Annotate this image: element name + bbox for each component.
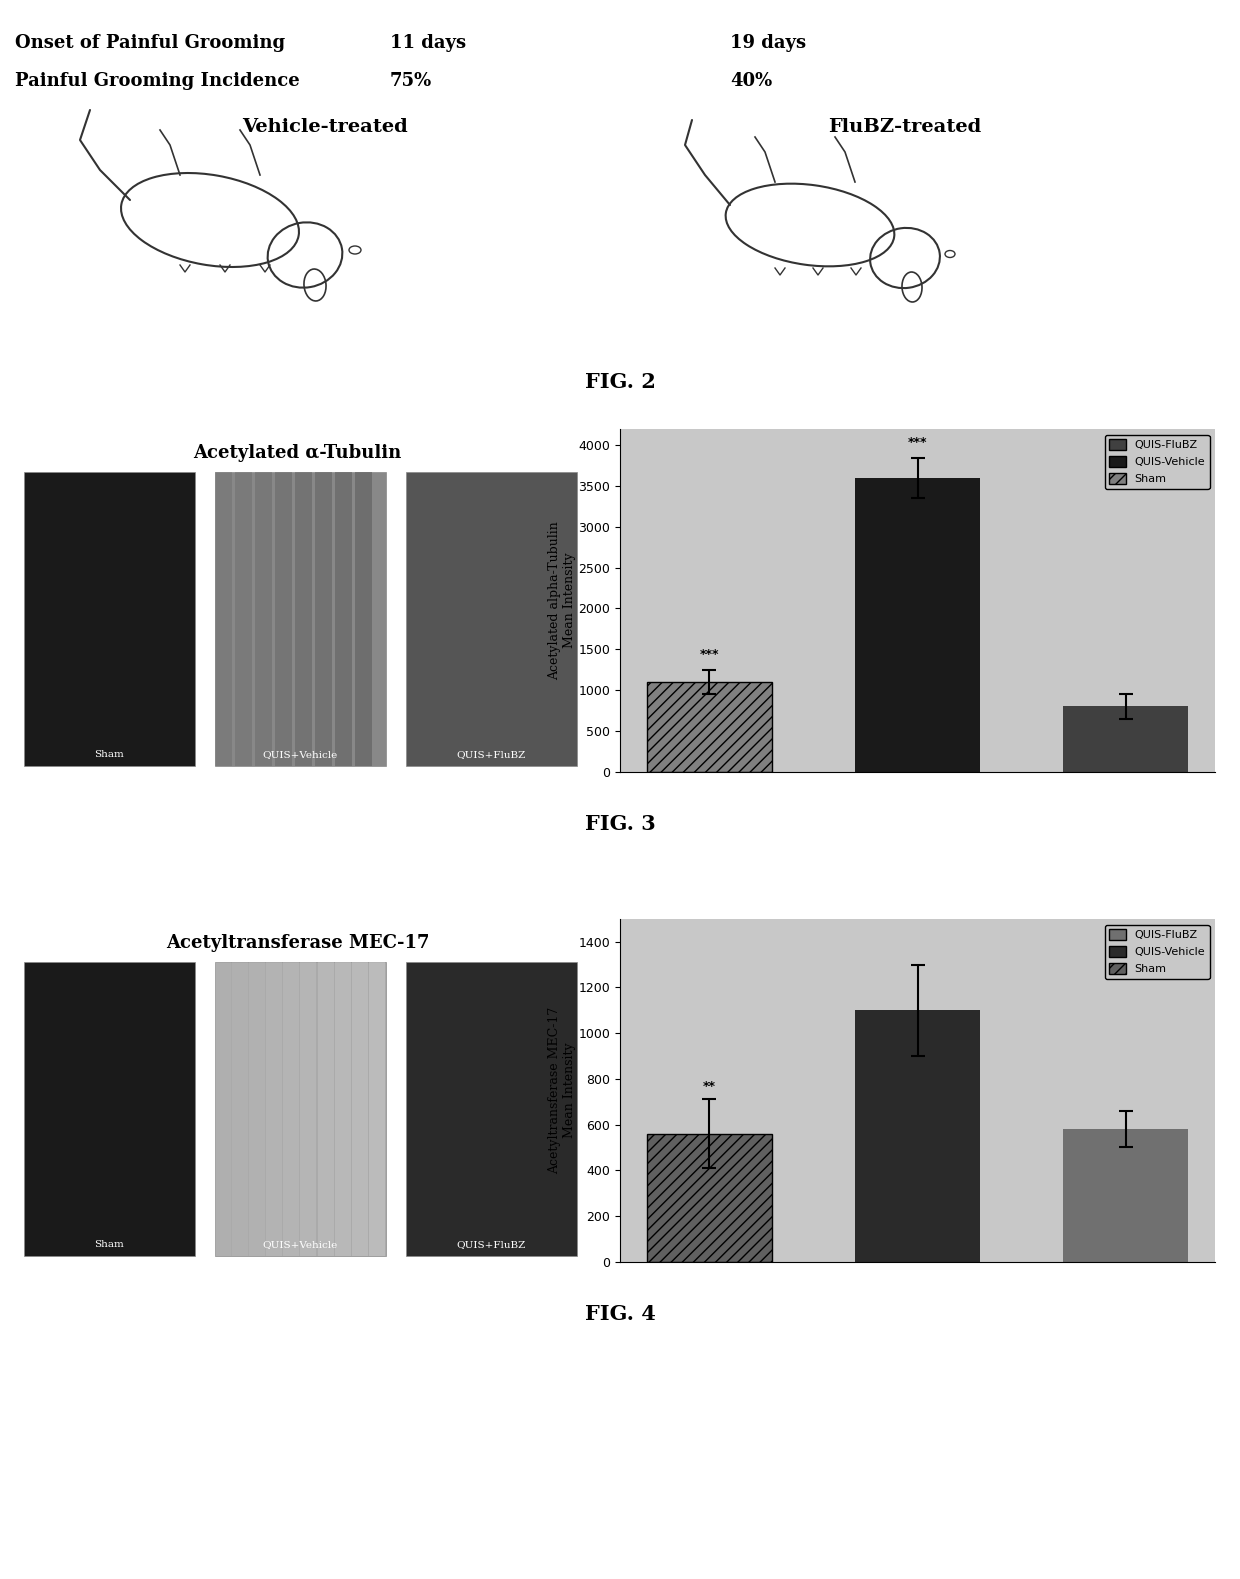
Bar (856, 478, 980, 772)
Bar (295, 472, 312, 766)
Bar (267, 962, 283, 1257)
Bar (284, 962, 299, 1257)
Bar (335, 472, 352, 766)
Bar (215, 962, 386, 1257)
Text: Sham: Sham (94, 750, 124, 759)
Bar (215, 962, 231, 1257)
Bar (317, 962, 334, 1257)
Text: FIG. 3: FIG. 3 (584, 815, 656, 834)
Bar (647, 682, 773, 772)
Y-axis label: Acetylated alpha-Tubulin
Mean Intensity: Acetylated alpha-Tubulin Mean Intensity (548, 521, 575, 679)
Text: QUIS+FluBZ: QUIS+FluBZ (456, 1240, 526, 1249)
Bar (352, 962, 368, 1257)
Text: Sham: Sham (94, 1240, 124, 1249)
Bar (405, 472, 577, 766)
Text: QUIS+FluBZ: QUIS+FluBZ (456, 750, 526, 759)
Text: FIG. 2: FIG. 2 (584, 373, 656, 393)
Text: QUIS+Vehicle: QUIS+Vehicle (263, 750, 339, 759)
Bar (275, 472, 291, 766)
Bar (370, 962, 384, 1257)
Text: 40%: 40% (730, 73, 773, 90)
Bar (300, 962, 316, 1257)
Y-axis label: Acetyltransferase MEC-17
Mean Intensity: Acetyltransferase MEC-17 Mean Intensity (548, 1007, 575, 1173)
Text: Vehicle-treated: Vehicle-treated (242, 118, 408, 136)
Bar (24, 962, 195, 1257)
Bar (255, 472, 272, 766)
Bar (234, 472, 252, 766)
Bar (24, 472, 195, 766)
Bar (405, 962, 577, 1257)
Bar (249, 962, 265, 1257)
Text: 19 days: 19 days (730, 35, 806, 52)
Text: 11 days: 11 days (391, 35, 466, 52)
Bar (215, 472, 232, 766)
Text: ***: *** (699, 649, 719, 662)
Text: Onset of Painful Grooming: Onset of Painful Grooming (15, 35, 285, 52)
Text: FluBZ-treated: FluBZ-treated (828, 118, 982, 136)
Bar (215, 472, 386, 766)
Text: Acetyltransferase MEC-17: Acetyltransferase MEC-17 (166, 933, 429, 952)
Text: Acetylated α-Tubulin: Acetylated α-Tubulin (193, 444, 402, 461)
Legend: QUIS-FluBZ, QUIS-Vehicle, Sham: QUIS-FluBZ, QUIS-Vehicle, Sham (1105, 434, 1210, 489)
Bar (315, 472, 332, 766)
Bar (335, 962, 351, 1257)
Bar (647, 1134, 773, 1262)
Text: QUIS+Vehicle: QUIS+Vehicle (263, 1240, 339, 1249)
Legend: QUIS-FluBZ, QUIS-Vehicle, Sham: QUIS-FluBZ, QUIS-Vehicle, Sham (1105, 924, 1210, 979)
Bar (1063, 706, 1188, 772)
Text: 75%: 75% (391, 73, 433, 90)
Text: **: ** (703, 1080, 715, 1093)
Text: Painful Grooming Incidence: Painful Grooming Incidence (15, 73, 300, 90)
Bar (856, 1011, 980, 1262)
Bar (232, 962, 248, 1257)
Text: FIG. 4: FIG. 4 (584, 1304, 656, 1325)
Text: ***: *** (908, 436, 928, 450)
Bar (355, 472, 372, 766)
Bar (1063, 1129, 1188, 1262)
